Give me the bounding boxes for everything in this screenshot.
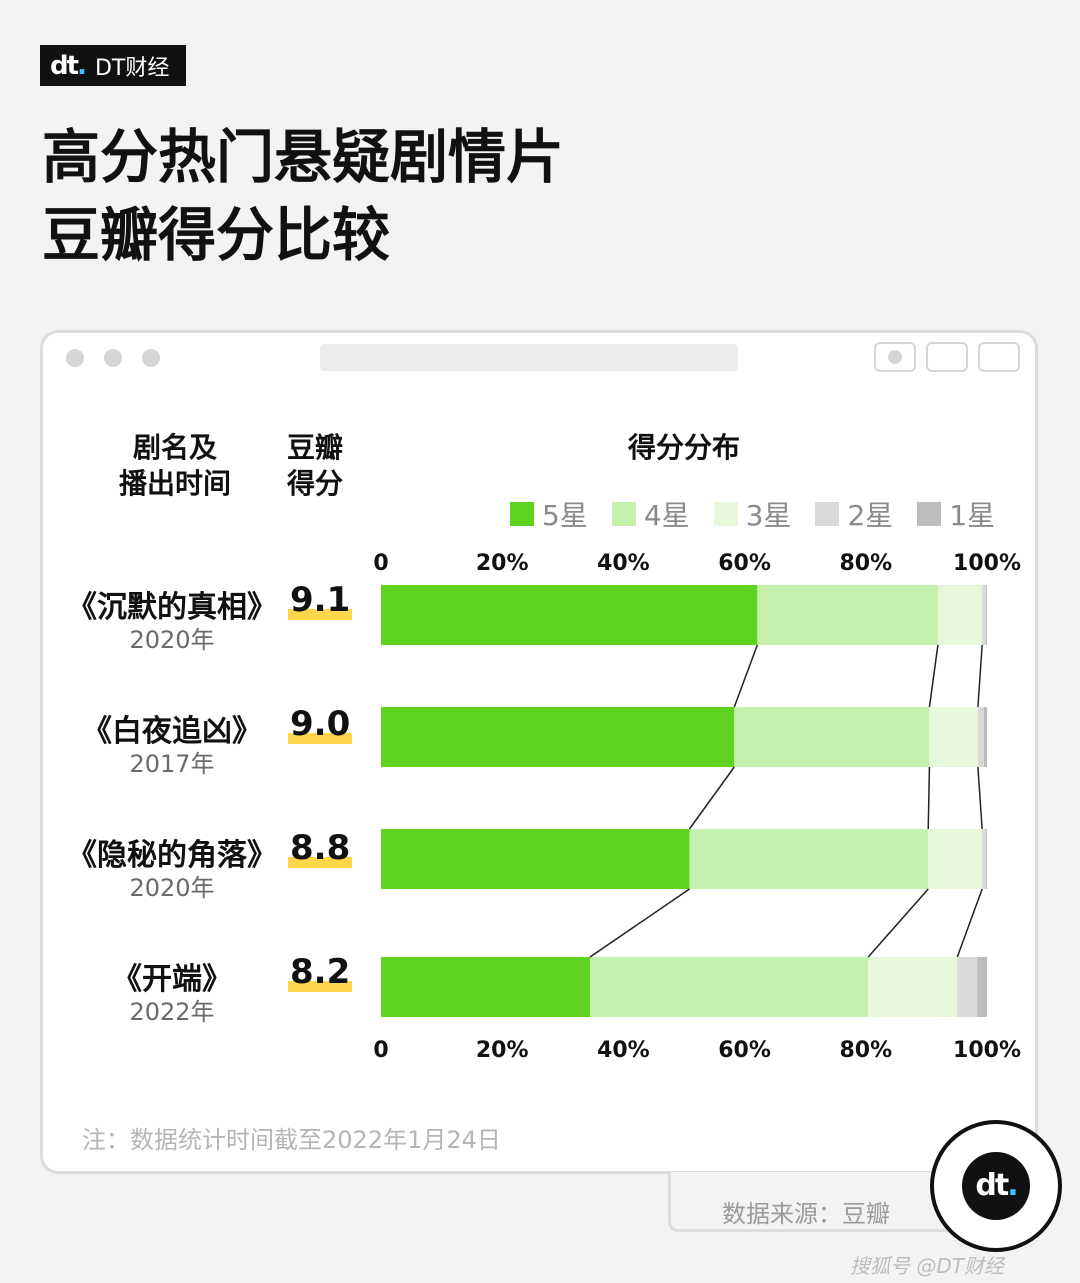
header-drama: 剧名及 播出时间	[100, 430, 250, 502]
x-tick-label-bottom: 20%	[476, 1038, 529, 1063]
bar-segment-3-3星	[928, 829, 983, 889]
legend-item-3: 3星	[713, 494, 792, 534]
window-maximize-icon	[142, 349, 160, 367]
drama-score-4: 8.2	[288, 952, 353, 992]
bar-segment-2-5星	[381, 707, 735, 767]
bar-segment-3-2星	[982, 829, 986, 889]
score-value-3: 8.8	[288, 828, 353, 868]
drama-score-1: 9.1	[288, 580, 353, 620]
connector-line	[927, 766, 931, 830]
legend-item-4: 4星	[611, 494, 690, 534]
window-close-icon	[66, 349, 84, 367]
drama-name-1: 《沉默的真相》	[67, 590, 277, 625]
bar-segment-4-2星	[957, 957, 978, 1017]
bar-segment-1-1星	[985, 585, 987, 645]
bar-segment-4-1星	[977, 957, 987, 1017]
bar-segment-1-5星	[381, 585, 758, 645]
x-tick-label-bottom: 40%	[597, 1038, 650, 1063]
legend-label-5: 5星	[542, 499, 588, 532]
x-tick-label-top: 100%	[953, 551, 1021, 576]
legend-swatch-3	[713, 502, 738, 526]
x-tick-label-top: 40%	[597, 551, 650, 576]
record-icon	[874, 342, 916, 372]
bar-segment-2-4星	[734, 707, 930, 767]
share-icon	[926, 342, 968, 372]
connector-line	[956, 888, 983, 958]
x-tick-label-bottom: 60%	[718, 1038, 771, 1063]
legend-label-3: 3星	[745, 499, 792, 532]
connector-line	[977, 644, 983, 708]
legend-item-2: 2星	[815, 494, 893, 534]
x-tick-label-bottom: 0	[373, 1038, 388, 1063]
drama-name-3: 《隐秘的角落》	[67, 838, 277, 873]
score-value-1: 9.1	[288, 580, 353, 620]
drama-name-4: 《开端》	[112, 962, 232, 997]
page-title: 高分热门悬疑剧情片 豆瓣得分比较	[42, 118, 564, 274]
legend-item-1: 1星	[917, 494, 995, 534]
header-score: 豆瓣 得分	[270, 430, 360, 502]
connector-line	[589, 888, 690, 958]
title-line-1: 高分热门悬疑剧情片	[42, 123, 565, 191]
window-minimize-icon	[104, 349, 122, 367]
score-value-4: 8.2	[288, 952, 353, 992]
connector-line	[928, 644, 939, 708]
legend-swatch-4	[611, 502, 636, 526]
drama-year-1: 2020年	[129, 626, 215, 654]
address-bar	[320, 344, 738, 371]
brand-badge: dt. DT财经	[40, 45, 186, 86]
data-note: 注：数据统计时间截至2022年1月24日	[82, 1126, 501, 1154]
bar-segment-1-2星	[982, 585, 986, 645]
legend-label-1: 1星	[949, 499, 996, 532]
bar-segment-4-5星	[381, 957, 591, 1017]
x-tick-label-bottom: 80%	[839, 1038, 892, 1063]
dt-logo-icon: dt.	[50, 50, 87, 81]
title-line-2: 豆瓣得分比较	[42, 201, 391, 269]
legend-label-2: 2星	[847, 499, 894, 532]
x-tick-label-top: 20%	[476, 551, 529, 576]
x-tick-label-top: 60%	[718, 551, 771, 576]
x-tick-label-top: 0	[373, 551, 388, 576]
drama-score-2: 9.0	[288, 704, 353, 744]
legend-swatch-2	[815, 502, 840, 526]
footer-credit: 搜狐号 @DT财经	[850, 1254, 1004, 1278]
bar-segment-4-4星	[590, 957, 869, 1017]
legend-item-5: 5星	[510, 494, 588, 534]
drama-name-2: 《白夜追凶》	[82, 714, 262, 749]
bar-segment-1-4星	[757, 585, 938, 645]
bar-segment-2-2星	[977, 707, 984, 767]
connector-line	[867, 888, 929, 958]
header-drama-line2: 播出时间	[118, 467, 231, 500]
connector-line	[688, 766, 735, 830]
bar-segment-1-3星	[937, 585, 983, 645]
drama-year-3: 2020年	[129, 874, 215, 902]
legend-swatch-1	[917, 502, 942, 526]
round-logo-icon: dt.	[930, 1120, 1062, 1252]
drama-score-3: 8.8	[288, 828, 353, 868]
bar-segment-4-3星	[868, 957, 958, 1017]
connector-line	[733, 644, 759, 708]
bar-segment-2-1星	[983, 707, 987, 767]
window-copy-icon	[978, 342, 1020, 372]
data-source: 数据来源：豆瓣	[722, 1200, 890, 1228]
x-tick-label-bottom: 100%	[953, 1038, 1021, 1063]
header-drama-line1: 剧名及	[132, 431, 217, 464]
connector-line	[977, 766, 983, 830]
legend-swatch-5	[510, 502, 534, 526]
header-score-line1: 豆瓣	[286, 431, 343, 464]
bar-segment-3-5星	[381, 829, 690, 889]
x-tick-label-top: 80%	[839, 551, 892, 576]
bar-segment-3-1星	[985, 829, 987, 889]
score-value-2: 9.0	[288, 704, 353, 744]
brand-name: DT财经	[94, 55, 170, 81]
drama-year-4: 2022年	[129, 998, 215, 1026]
header-score-line2: 得分	[286, 467, 343, 500]
bar-segment-2-3星	[929, 707, 978, 767]
legend: 5星 4星 3星 2星 1星	[510, 494, 1019, 534]
header-distribution: 得分分布	[627, 431, 740, 464]
bar-segment-3-4星	[689, 829, 929, 889]
drama-year-2: 2017年	[129, 750, 215, 778]
legend-label-4: 4星	[643, 499, 690, 532]
